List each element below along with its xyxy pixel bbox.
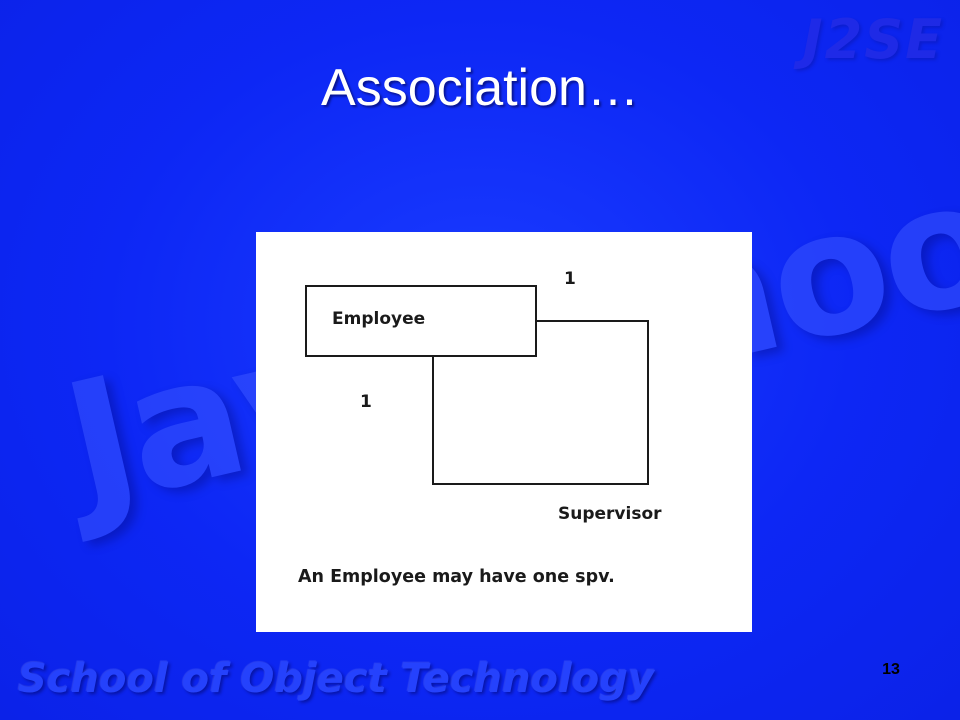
diagram-lines [305,285,649,485]
school-watermark: School of Object Technology [18,656,654,702]
page-number: 13 [882,661,900,678]
employee-class-name: Employee [332,309,426,329]
slide-title: Association… [321,59,639,117]
association-diagram: Employee 1 1 Supervisor An Employee may … [256,232,752,632]
employee-class-box [305,285,537,357]
self-association-line [432,320,649,485]
supervisor-role-label: Supervisor [558,504,662,524]
multiplicity-top: 1 [564,269,576,289]
j2se-watermark: J2SE [802,8,944,71]
multiplicity-left: 1 [360,392,372,412]
diagram-caption: An Employee may have one spv. [298,567,615,587]
